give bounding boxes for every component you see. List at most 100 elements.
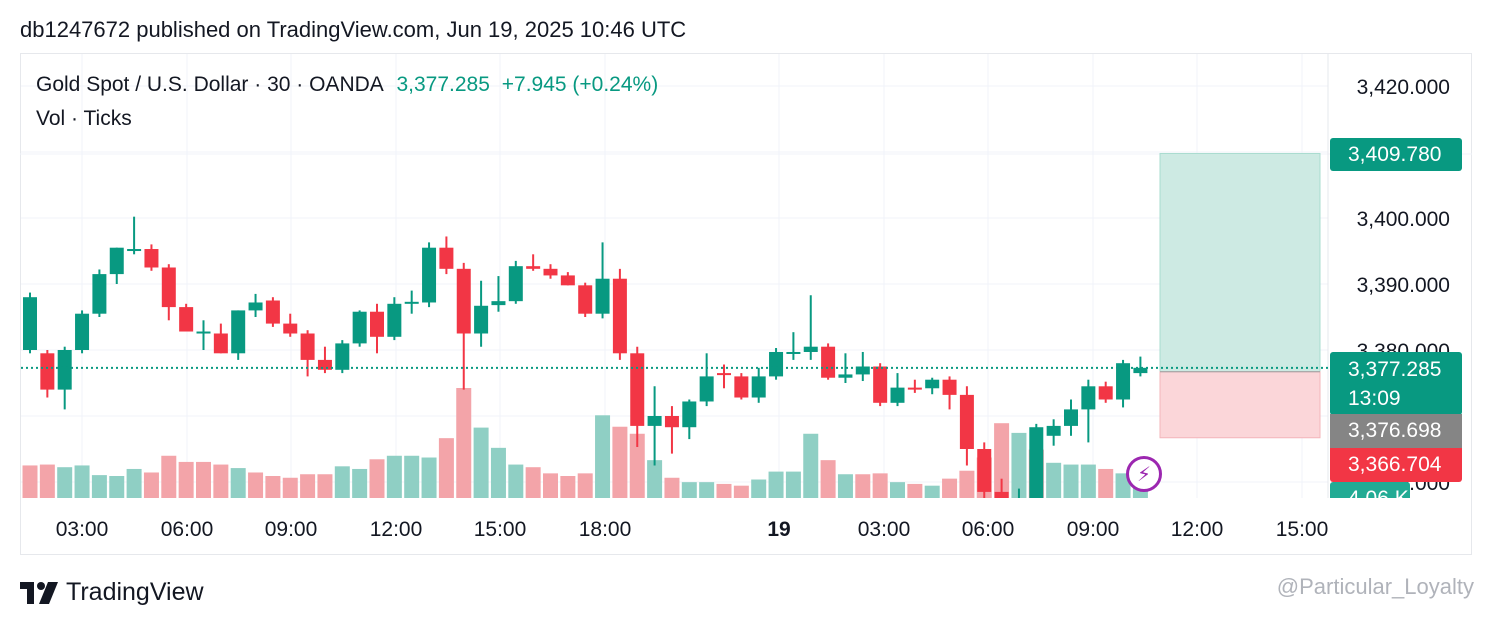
volume-bar [39, 464, 55, 498]
candle-body [803, 346, 818, 352]
tradingview-logo-icon [20, 581, 58, 604]
current-price-label: 3,377.285 13:09 [1330, 352, 1462, 415]
x-tick-label: 09:00 [265, 518, 318, 541]
volume-bar [438, 438, 454, 498]
volume-bar [1080, 464, 1096, 498]
chart-frame [20, 53, 1472, 555]
candle-body [1081, 386, 1096, 410]
x-tick-label: 06:00 [161, 518, 214, 541]
candle-body [855, 366, 870, 375]
price-change: +7.945 (+0.24%) [501, 73, 659, 96]
y-tick-label: 3,420.000 [1357, 76, 1450, 99]
candle-body [75, 313, 90, 350]
candle-body [890, 387, 905, 403]
candle-body [838, 374, 853, 378]
volume-bar [820, 460, 836, 498]
volume-label-clip: 4.06 K [1330, 482, 1480, 498]
volume-bar [421, 457, 437, 498]
volume-bar [22, 465, 38, 498]
volume-bar [872, 473, 888, 498]
candle-body [92, 274, 107, 314]
candle-body [265, 300, 280, 324]
x-tick-label: 18:00 [579, 518, 632, 541]
published-info: db1247672 published on TradingView.com, … [20, 17, 687, 42]
stop-zone [1159, 371, 1321, 439]
stop-price-label: 3,366.704 [1330, 448, 1462, 482]
x-tick-label: 12:00 [370, 518, 423, 541]
candle-body [161, 267, 176, 308]
volume-bar [577, 473, 593, 498]
volume-bar [1011, 432, 1027, 498]
volume-bar [178, 461, 194, 498]
candle-body [283, 323, 298, 334]
candle-body [786, 351, 801, 354]
volume-bar [456, 388, 472, 498]
volume-bar [837, 474, 853, 498]
volume-bar [612, 426, 628, 498]
volume-bar [785, 471, 801, 498]
volume-bar [386, 455, 402, 498]
volume-bar [924, 485, 940, 498]
x-axis: 03:00 06:00 09:00 12:00 15:00 18:00 19 03:00 06:… [56, 518, 1329, 541]
candle-body [612, 278, 627, 354]
x-tick-label: 19 [767, 518, 790, 541]
candle-body [682, 401, 697, 428]
volume-bar [560, 476, 576, 498]
y-tick-label: 3,390.000 [1357, 274, 1450, 297]
candle-body [144, 249, 159, 268]
candle-body [300, 333, 315, 360]
candle-body [977, 449, 992, 492]
candle-body [57, 350, 72, 390]
volume-bar [282, 477, 298, 498]
candle-body [769, 351, 784, 377]
volume-indicator-label[interactable]: Vol · Ticks [36, 107, 132, 130]
candle-body [213, 333, 228, 354]
target-zone [1159, 152, 1321, 373]
candle-body [508, 266, 523, 302]
candle-body [873, 366, 888, 403]
candle-body [40, 353, 55, 390]
volume-bar [213, 464, 229, 498]
tradingview-logo[interactable]: TradingView [20, 578, 204, 607]
symbol-description[interactable]: Gold Spot / U.S. Dollar · 30 · OANDA [36, 73, 383, 96]
volume-bar [664, 477, 680, 498]
entry-price-label: 3,376.698 [1330, 414, 1462, 448]
volume-bar [716, 483, 732, 498]
volume-bar [57, 467, 73, 498]
candle-body [109, 247, 124, 275]
x-tick-label: 03:00 [858, 518, 911, 541]
volume-bar [803, 433, 819, 498]
candle-body [1064, 409, 1078, 426]
candle-body [526, 266, 541, 269]
volume-bar [369, 459, 385, 498]
volume-bar [300, 474, 316, 498]
candle-body [959, 394, 974, 449]
candle-body [543, 268, 558, 276]
volume-bar [334, 466, 350, 498]
current-price-value: 3,377.285 [1348, 358, 1442, 381]
candle-body [595, 278, 610, 314]
position-zones [1159, 152, 1321, 439]
volume-bar [109, 476, 125, 498]
candle-body [248, 302, 263, 311]
x-tick-label: 15:00 [1276, 518, 1329, 541]
volume-bar [525, 467, 541, 498]
y-tick-label: 3,400.000 [1357, 208, 1450, 231]
volume-bar [473, 427, 489, 498]
volume-bar [994, 423, 1010, 498]
volume-value-label: 4.06 K [1330, 482, 1410, 498]
volume-bar [733, 485, 749, 498]
candle-body [647, 416, 662, 426]
candle-body [352, 311, 367, 344]
volume-bar [907, 483, 923, 498]
candle-body [231, 310, 246, 354]
volume-bar [490, 447, 506, 498]
candle-body [1098, 386, 1113, 400]
author-watermark: @Particular_Loyalty [1276, 574, 1474, 599]
candle-body [717, 373, 731, 376]
candle-body [404, 301, 419, 304]
candle-body [942, 379, 957, 395]
lightning-icon[interactable]: ⚡︎ [1126, 456, 1162, 492]
candle-body [474, 305, 489, 334]
